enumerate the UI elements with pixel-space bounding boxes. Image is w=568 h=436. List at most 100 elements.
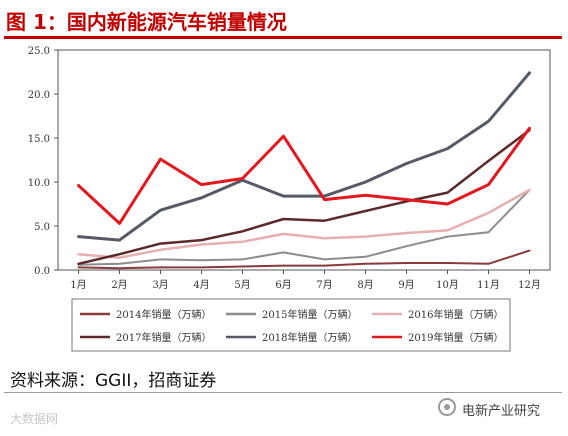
- data-point: [118, 263, 121, 265]
- series-lines: [77, 71, 531, 270]
- data-point: [405, 262, 408, 264]
- x-tick-label: 7月: [316, 279, 332, 291]
- data-point: [487, 263, 490, 265]
- data-point: [282, 251, 285, 254]
- series-line-5: [77, 71, 531, 242]
- series-line-6: [77, 126, 531, 225]
- data-point: [528, 189, 531, 191]
- source-divider: [4, 392, 562, 393]
- data-point: [159, 266, 162, 269]
- data-point: [118, 267, 121, 270]
- data-point: [446, 203, 449, 205]
- data-point: [487, 160, 490, 162]
- data-point: [528, 249, 531, 252]
- series-line-1: [77, 249, 531, 270]
- watermark-left: 大数据网: [10, 412, 59, 426]
- data-point: [159, 258, 162, 261]
- data-point: [364, 194, 367, 196]
- data-point: [405, 162, 408, 165]
- legend-label: 2019年销量（万辆）: [408, 331, 503, 344]
- x-tick-label: 8月: [357, 279, 373, 291]
- data-point: [323, 258, 326, 261]
- series-line-3: [77, 188, 531, 259]
- legend-label: 2018年销量（万辆）: [262, 331, 357, 344]
- y-tick-label: 25.0: [28, 46, 50, 57]
- data-point: [323, 237, 326, 240]
- data-point: [241, 258, 244, 261]
- data-point: [487, 183, 490, 186]
- data-point: [446, 235, 449, 238]
- data-point: [241, 230, 244, 233]
- x-tick-label: 3月: [152, 279, 168, 291]
- data-point: [364, 181, 367, 183]
- wechat-logo-icon: [438, 398, 456, 416]
- data-point: [241, 177, 244, 180]
- x-axis-ticks: 1月 2月 3月 4月 5月 6月 7月 8月 9月 10月 11月 12月: [70, 270, 541, 291]
- data-point: [282, 264, 285, 267]
- y-axis-ticks: 0.0 5.0 10.0 15.0 20.0 25.0: [28, 46, 58, 277]
- x-tick-label: 5月: [234, 279, 250, 291]
- chart-title: 图 1：国内新能源汽车销量情况: [6, 10, 287, 34]
- data-point: [323, 198, 326, 201]
- data-point: [241, 265, 244, 268]
- data-point: [282, 233, 285, 235]
- data-point: [487, 231, 490, 233]
- x-tick-label: 2月: [111, 279, 127, 291]
- data-point: [159, 248, 162, 251]
- x-tick-label: 6月: [275, 279, 291, 291]
- data-point: [159, 209, 162, 211]
- plot-frame: [57, 49, 551, 271]
- x-tick-label: 11月: [477, 279, 500, 291]
- data-point: [282, 218, 285, 220]
- data-point: [241, 241, 244, 243]
- y-tick-label: 0.0: [34, 266, 50, 277]
- y-tick-label: 15.0: [28, 134, 50, 145]
- series-line-4: [77, 128, 531, 266]
- x-tick-label: 1月: [70, 279, 86, 291]
- source-note: 资料来源：GGII，招商证券: [10, 371, 217, 391]
- x-tick-label: 9月: [398, 279, 414, 291]
- data-point: [159, 242, 162, 245]
- x-tick-label: 12月: [518, 279, 541, 291]
- data-point: [446, 147, 449, 150]
- data-point: [446, 262, 449, 264]
- legend-box: [71, 298, 511, 352]
- plot-border: [57, 49, 551, 271]
- data-point: [77, 184, 80, 187]
- legend-label: 2015年销量（万辆）: [262, 308, 357, 321]
- data-point: [77, 253, 80, 255]
- data-point: [77, 263, 80, 265]
- data-point: [323, 219, 326, 222]
- data-point: [446, 191, 449, 194]
- y-tick-label: 20.0: [28, 90, 50, 101]
- data-point: [405, 245, 408, 248]
- data-point: [200, 197, 203, 199]
- data-point: [200, 266, 203, 269]
- data-point: [487, 212, 490, 214]
- data-point: [200, 243, 203, 246]
- data-point: [118, 239, 121, 241]
- data-point: [364, 235, 367, 238]
- y-tick-label: 5.0: [34, 222, 50, 233]
- data-point: [446, 229, 449, 232]
- data-point: [282, 135, 285, 138]
- data-point: [405, 198, 408, 201]
- data-point: [77, 266, 80, 269]
- data-point: [364, 263, 367, 265]
- legend: 2014年销量（万辆） 2015年销量（万辆） 2016年销量（万辆） 2017年销量…: [71, 298, 511, 352]
- data-point: [364, 210, 367, 212]
- data-point: [282, 195, 285, 197]
- y-tick-label: 10.0: [28, 178, 50, 189]
- legend-label: 2017年销量（万辆）: [116, 331, 211, 344]
- data-point: [405, 232, 408, 234]
- line-chart: 0.0 5.0 10.0 15.0 20.0 25.0 1月 2月 3月 4月 5月 6月 7月 8月 9…: [28, 46, 551, 352]
- legend-label: 2014年销量（万辆）: [116, 308, 211, 321]
- data-point: [487, 120, 490, 123]
- series-line-2: [77, 188, 531, 266]
- data-point: [200, 183, 203, 186]
- data-point: [200, 259, 203, 262]
- data-point: [364, 256, 367, 258]
- data-point: [118, 256, 121, 259]
- legend-label: 2016年销量（万辆）: [408, 308, 503, 321]
- data-point: [118, 253, 121, 255]
